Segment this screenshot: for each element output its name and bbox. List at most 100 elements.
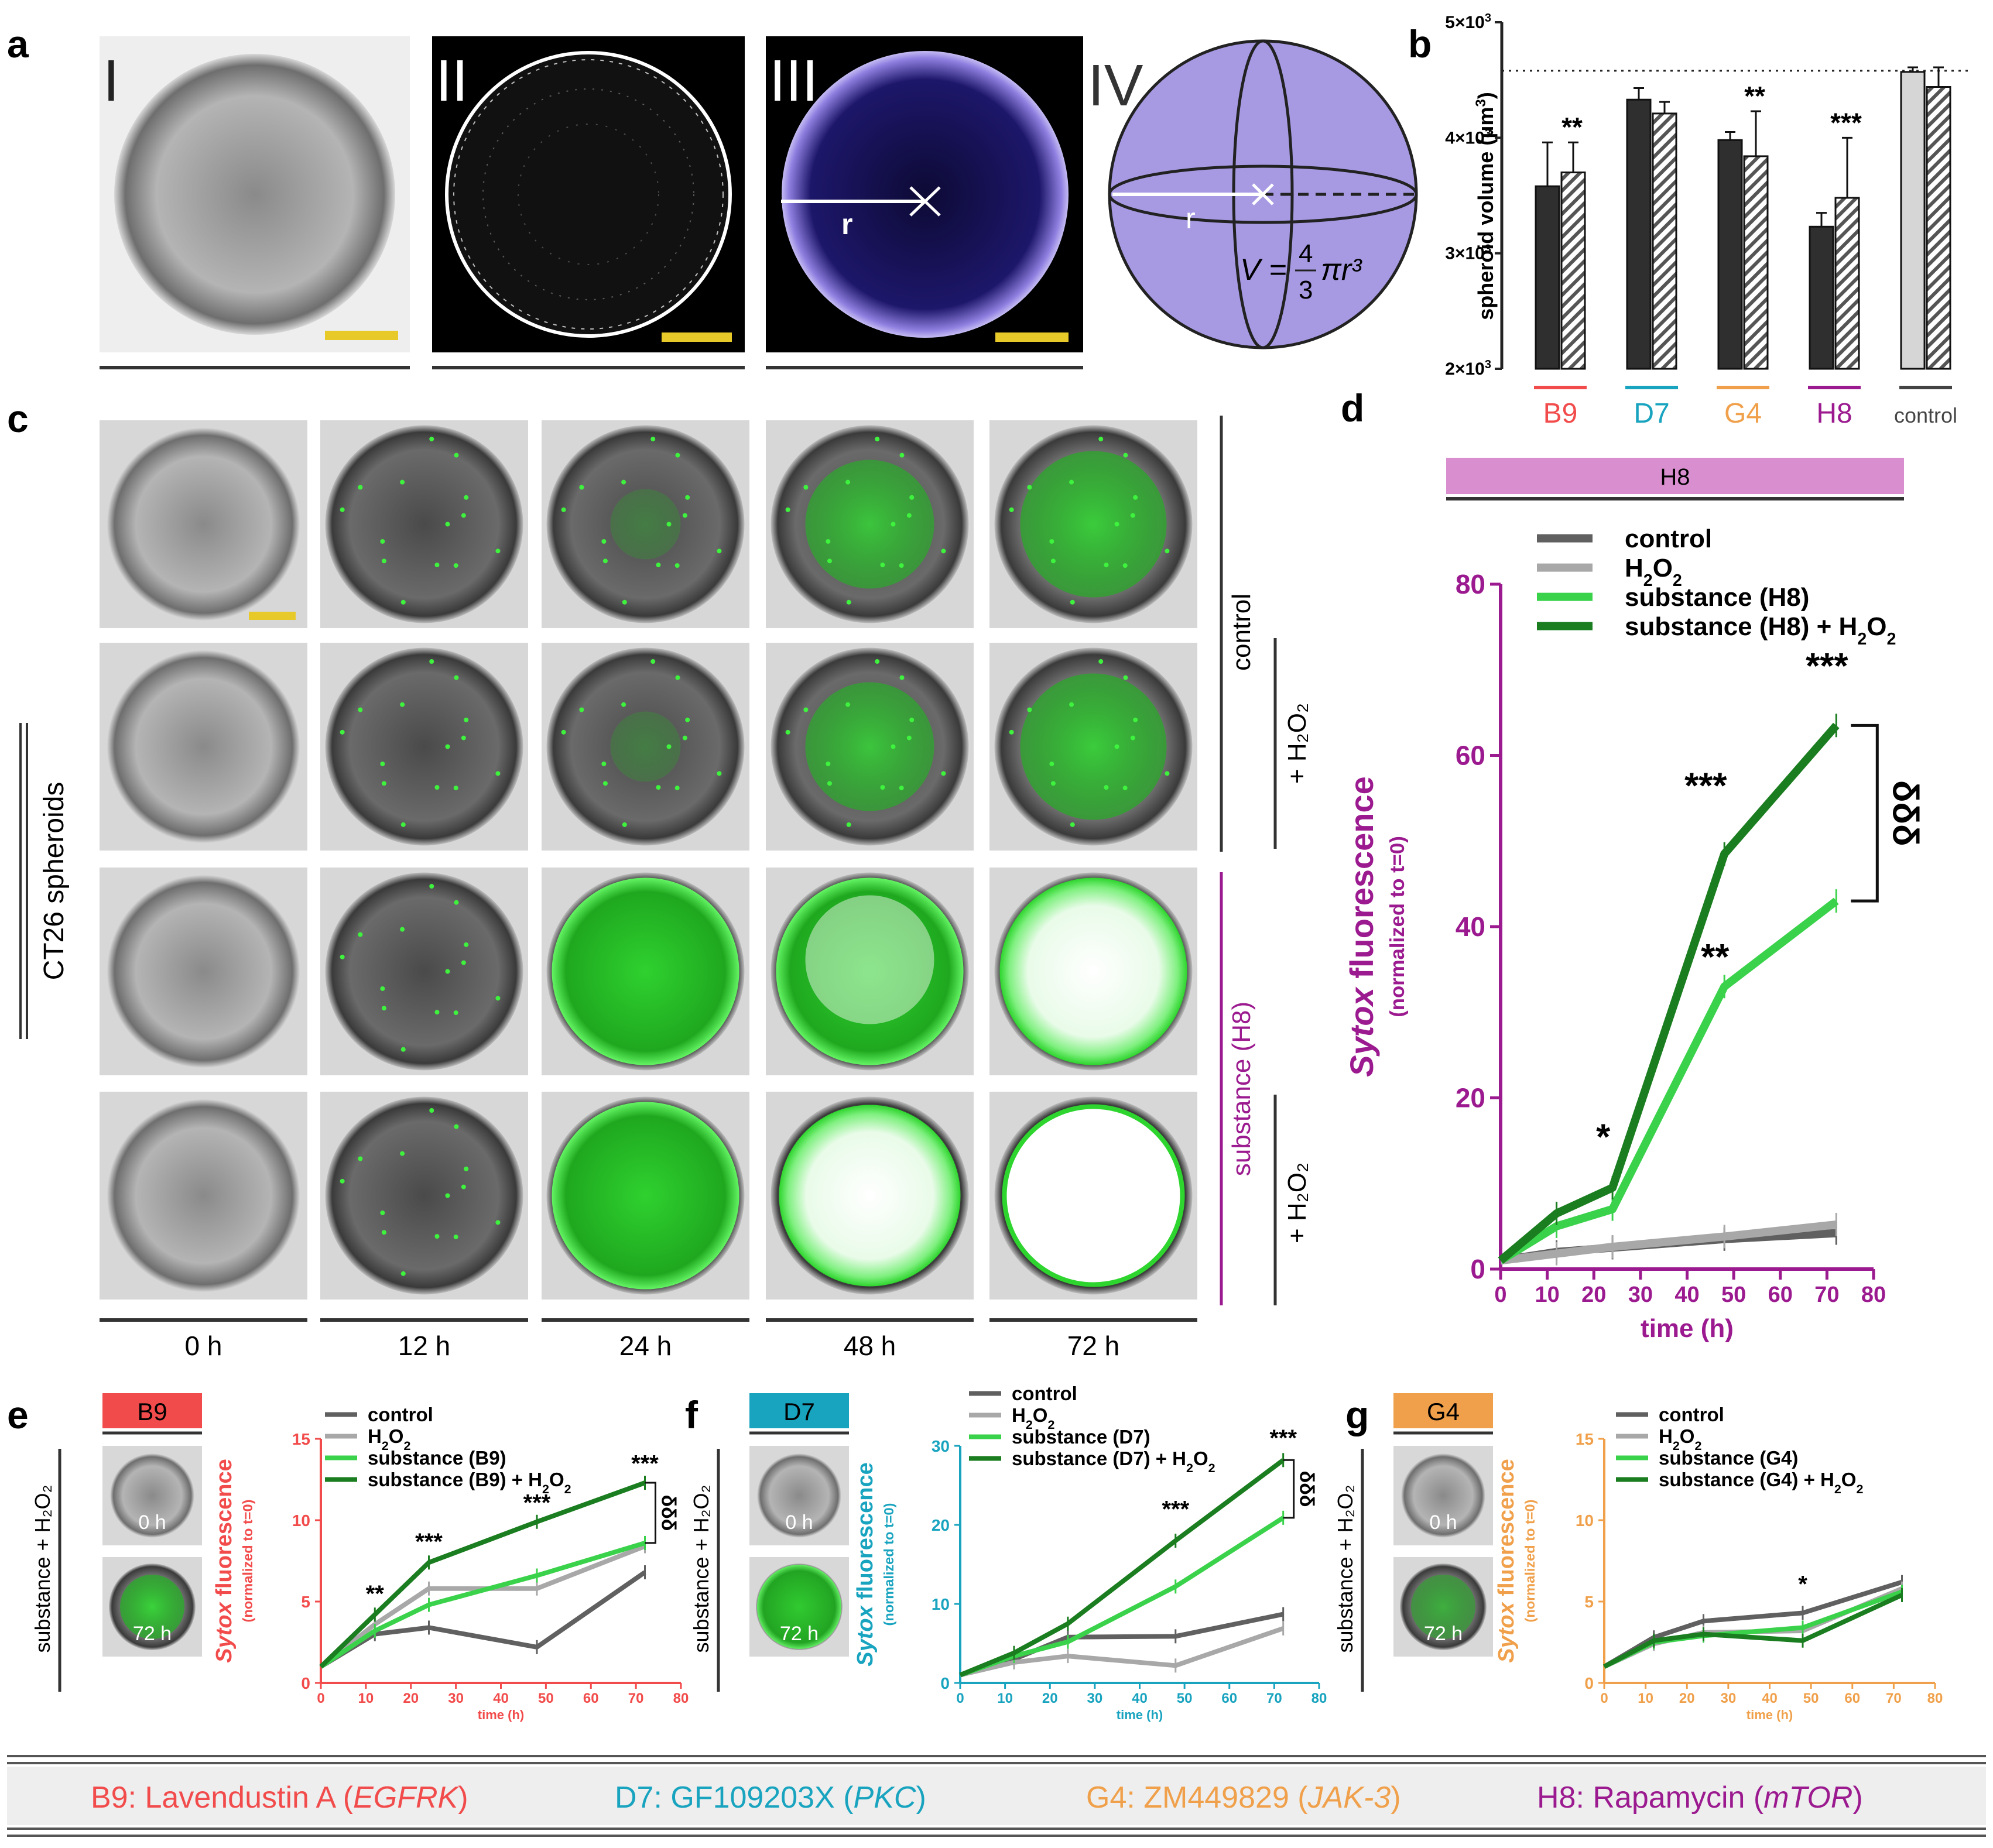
panel-label-e: e bbox=[7, 1393, 29, 1436]
legend-text: substance (H8) + H bbox=[1625, 612, 1857, 641]
dead-cell-speck bbox=[650, 437, 656, 442]
formula-den: 3 bbox=[1299, 276, 1313, 304]
dead-cell-speck bbox=[899, 675, 905, 680]
dead-cell-speck bbox=[1114, 522, 1119, 527]
spheroid-image-r1-c3 bbox=[542, 420, 749, 628]
spheroid bbox=[325, 647, 523, 846]
b-ytick-label: 5×103 bbox=[1445, 12, 1491, 32]
time-label: 12 h bbox=[398, 1331, 451, 1361]
roman-IV: IV bbox=[1088, 53, 1143, 118]
ylabel-italic: Sytox bbox=[853, 1604, 878, 1666]
ylabel-italic: Sytox bbox=[212, 1601, 237, 1662]
dead-cell-speck bbox=[495, 1220, 501, 1225]
d-xtick-label: 20 bbox=[1581, 1283, 1606, 1307]
dead-cell-speck bbox=[454, 675, 459, 680]
e-delta-significance: δδδ bbox=[657, 1495, 679, 1531]
dead-cell-speck bbox=[579, 485, 584, 490]
e-xtick-label: 60 bbox=[583, 1691, 599, 1706]
g-xtick-label: 30 bbox=[1721, 1691, 1737, 1706]
e-xtick-label: 80 bbox=[673, 1691, 689, 1706]
legend-text: O bbox=[1867, 612, 1886, 641]
legend-entry: H2O2 bbox=[368, 1425, 410, 1453]
b-ytick-base: 2×10 bbox=[1445, 359, 1485, 379]
spheroid-image-r3-c1 bbox=[100, 868, 307, 1075]
b-xtick-label: D7 bbox=[1634, 398, 1669, 429]
spheroid-image-r1-c2 bbox=[320, 420, 528, 628]
b-xtick-label: G4 bbox=[1724, 398, 1762, 429]
d-substance-line bbox=[1498, 897, 1839, 1264]
f-xtick-label: 40 bbox=[1132, 1691, 1148, 1706]
f-xtick-label: 80 bbox=[1311, 1691, 1327, 1706]
legend-text: 2 bbox=[564, 1482, 571, 1496]
dead-cell-speck bbox=[400, 599, 406, 605]
panel_g-side-label: substance + H₂O₂ bbox=[1333, 1484, 1357, 1652]
spheroid-image-r1-c5 bbox=[989, 420, 1197, 628]
spheroid-violet bbox=[782, 51, 1069, 338]
f-substance-line bbox=[959, 1516, 1285, 1678]
dead-cell-speck bbox=[845, 702, 851, 707]
legend-entry: H2O2 bbox=[1012, 1404, 1054, 1432]
fluorescent-core bbox=[999, 877, 1187, 1065]
dead-cell-speck bbox=[682, 513, 687, 518]
dead-cell-speck bbox=[454, 452, 459, 458]
b-bar-control-untreated bbox=[1900, 71, 1926, 370]
legend-text: O bbox=[1033, 1404, 1048, 1426]
legend-text: 2 bbox=[1643, 571, 1653, 590]
e-xtick-label: 30 bbox=[448, 1691, 464, 1706]
panel-g-thumbnails: G4 substance + H₂O₂ 0 h 72 h bbox=[1333, 1393, 1493, 1692]
panel-c-right-labels: control + H₂O₂ substance (H8) + H₂O₂ bbox=[1220, 416, 1311, 1305]
g-ytick-label: 0 bbox=[1584, 1674, 1594, 1692]
b-ytick-base: 3×10 bbox=[1445, 244, 1485, 263]
legend-text: O bbox=[1193, 1448, 1208, 1469]
spheroid-outline bbox=[445, 51, 732, 338]
panel-label-d: d bbox=[1341, 386, 1364, 430]
f-xtick-label: 0 bbox=[956, 1691, 964, 1706]
dead-cell-speck bbox=[1122, 786, 1128, 791]
legend-text: 2 bbox=[1857, 630, 1867, 649]
dead-cell-speck bbox=[400, 1151, 405, 1156]
legend-text: 2 bbox=[1834, 1482, 1841, 1496]
formula-lhs: V = bbox=[1240, 253, 1287, 287]
b-xtick-label: control bbox=[1894, 403, 1957, 427]
c-side-label: CT26 spheroids bbox=[39, 782, 70, 980]
g-ylabel-sub: (normalized to t=0) bbox=[1522, 1500, 1537, 1623]
dead-cell-speck bbox=[875, 437, 880, 442]
dead-cell-speck bbox=[880, 785, 885, 790]
d-significance: ** bbox=[1701, 937, 1730, 978]
legend-entry: control bbox=[1625, 524, 1712, 553]
dead-cell-speck bbox=[880, 563, 885, 568]
f-ylabel-sub: (normalized to t=0) bbox=[881, 1503, 896, 1626]
dead-cell-speck bbox=[495, 996, 501, 1001]
dead-cell-speck bbox=[1098, 437, 1104, 442]
panel-f-thumbnails: D7 substance + H₂O₂ 0 h 72 h bbox=[689, 1393, 849, 1692]
spheroid-image-r3-c5 bbox=[989, 868, 1197, 1075]
e-xtick-label: 0 bbox=[317, 1691, 324, 1706]
dead-cell-speck bbox=[434, 1010, 440, 1015]
g-xtick-label: 40 bbox=[1762, 1691, 1778, 1706]
dead-cell-speck bbox=[445, 744, 450, 749]
legend-text: 2 bbox=[1208, 1461, 1215, 1475]
dead-cell-speck bbox=[1049, 539, 1054, 544]
dead-cell-speck bbox=[899, 452, 905, 458]
spheroid-brightfield bbox=[114, 54, 395, 335]
legend-entry: substance (B9) + H2O2 bbox=[368, 1469, 571, 1496]
panel_e-thumb-0h-spheroid bbox=[110, 1453, 194, 1538]
spheroid-image-r4-c4 bbox=[766, 1092, 974, 1300]
legend-text: control bbox=[1012, 1383, 1077, 1404]
spheroid bbox=[107, 875, 300, 1068]
dead-cell-speck bbox=[1009, 729, 1014, 735]
e-ytick-label: 5 bbox=[301, 1593, 310, 1611]
legend-text: substance (G4) + H bbox=[1659, 1469, 1834, 1490]
dead-cell-speck bbox=[1050, 781, 1056, 786]
spheroid-image-r1-c4 bbox=[766, 420, 974, 628]
dead-cell-speck bbox=[340, 1178, 345, 1184]
footer-legend: B9: Lavendustin A (EGFRK) D7: GF109203X … bbox=[7, 1755, 1986, 1837]
dead-cell-speck bbox=[1123, 675, 1128, 680]
dead-cell-speck bbox=[461, 735, 466, 740]
dead-cell-speck bbox=[1114, 744, 1119, 749]
b-bar-B9-untreated bbox=[1535, 185, 1560, 370]
dead-cell-speck bbox=[464, 1166, 469, 1171]
panel_g-tag-label: G4 bbox=[1427, 1398, 1460, 1425]
dead-cell-speck bbox=[340, 729, 345, 735]
dead-cell-speck bbox=[464, 495, 469, 500]
